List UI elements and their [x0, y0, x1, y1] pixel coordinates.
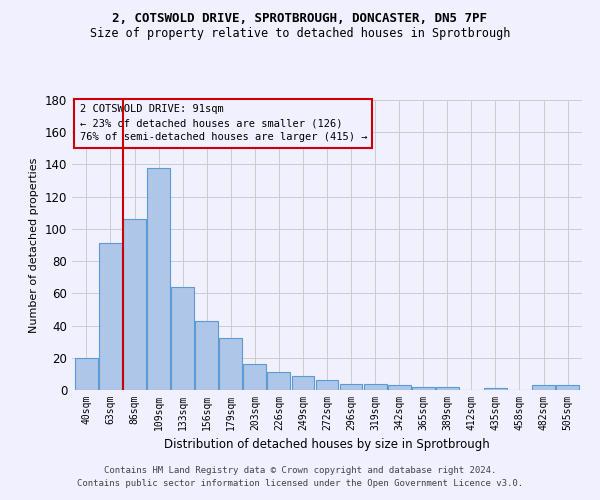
Text: Size of property relative to detached houses in Sprotbrough: Size of property relative to detached ho…	[90, 28, 510, 40]
Bar	[123, 219, 146, 390]
Bar	[316, 380, 338, 390]
Bar	[484, 388, 507, 390]
Bar	[412, 387, 434, 390]
Y-axis label: Number of detached properties: Number of detached properties	[29, 158, 39, 332]
Bar	[195, 320, 218, 390]
Bar	[171, 287, 194, 390]
Text: 2, COTSWOLD DRIVE, SPROTBROUGH, DONCASTER, DN5 7PF: 2, COTSWOLD DRIVE, SPROTBROUGH, DONCASTE…	[113, 12, 487, 26]
Bar	[364, 384, 386, 390]
Bar	[147, 168, 170, 390]
Bar	[75, 358, 98, 390]
Bar	[244, 364, 266, 390]
Text: 2 COTSWOLD DRIVE: 91sqm
← 23% of detached houses are smaller (126)
76% of semi-d: 2 COTSWOLD DRIVE: 91sqm ← 23% of detache…	[80, 104, 367, 142]
Bar	[340, 384, 362, 390]
Bar	[268, 372, 290, 390]
X-axis label: Distribution of detached houses by size in Sprotbrough: Distribution of detached houses by size …	[164, 438, 490, 452]
Text: Contains HM Land Registry data © Crown copyright and database right 2024.
Contai: Contains HM Land Registry data © Crown c…	[77, 466, 523, 487]
Bar	[436, 387, 459, 390]
Bar	[292, 376, 314, 390]
Bar	[220, 338, 242, 390]
Bar	[388, 385, 410, 390]
Bar	[532, 385, 555, 390]
Bar	[99, 244, 122, 390]
Bar	[556, 385, 579, 390]
